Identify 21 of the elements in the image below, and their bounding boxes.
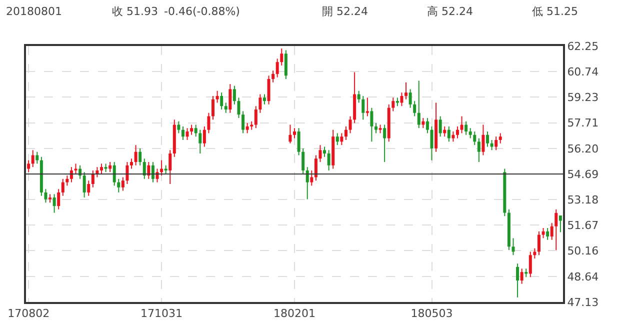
text: 20180801 [6,5,62,18]
x-tick-label: 180201 [274,307,316,320]
text: -0.46(-0.88%) [164,5,240,18]
y-tick-label: 59.23 [567,90,599,104]
text: 開 52.24 [322,5,368,18]
y-tick-label: 54.69 [567,168,599,181]
y-tick-label: 56.20 [567,142,599,156]
text: 高 52.24 [427,5,473,18]
y-tick-label: 48.64 [567,270,599,284]
y-tick-label: 60.74 [567,65,599,78]
y-tick-label: 57.71 [567,116,599,130]
y-tick-label: 47.13 [567,296,599,309]
x-tick-label: 171031 [140,307,183,320]
text: 收 51.93 [112,5,158,18]
y-tick-label: 51.67 [567,218,599,232]
y-tick-label: 62.25 [567,40,599,53]
text: 低 51.25 [532,5,578,18]
x-tick-label: 170802 [8,307,50,320]
y-tick-label: 53.18 [567,193,599,206]
x-tick-label: 180503 [410,307,453,320]
y-tick-label: 50.16 [567,244,599,258]
